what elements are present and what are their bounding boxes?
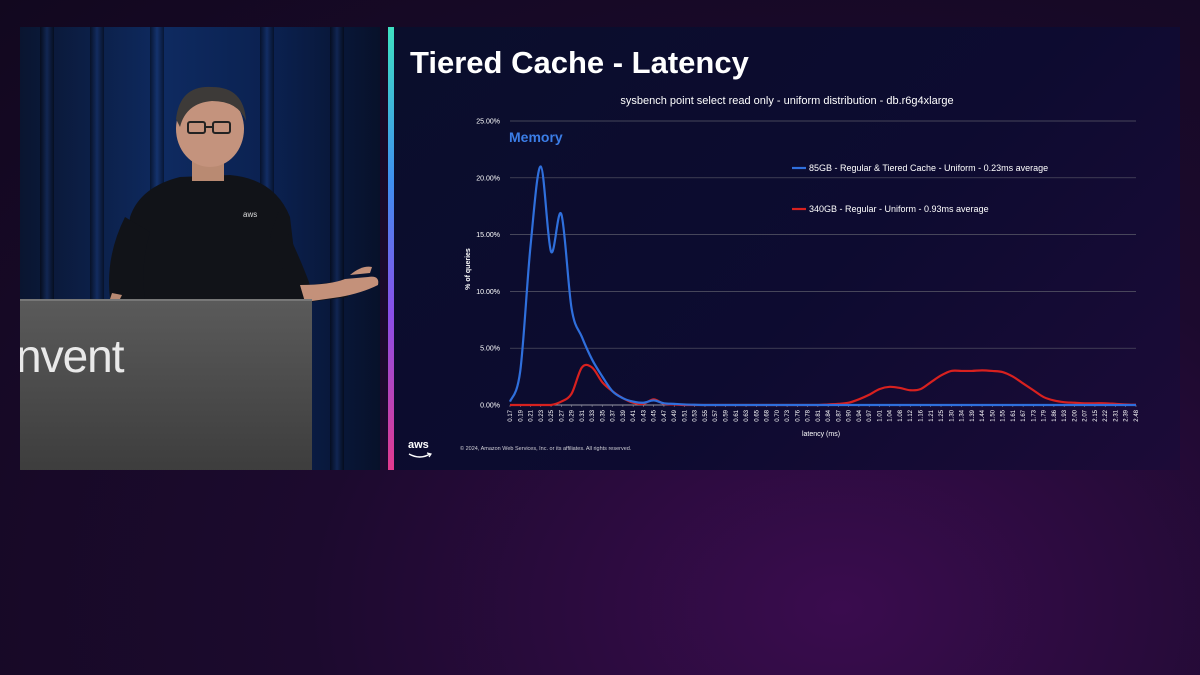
y-tick-label: 15.00%: [476, 232, 500, 239]
series-layer: [508, 165, 1137, 407]
chart-title: sysbench point select read only - unifor…: [620, 95, 954, 107]
x-axis-label: latency (ms): [802, 431, 840, 438]
latency-chart: 0.00%5.00%10.00%15.00%20.00%25.00% 0.17 0…: [465, 119, 1140, 439]
x-tick-label: 1.01: [877, 409, 883, 421]
x-tick-label: 0.57: [713, 409, 719, 421]
x-tick-label: 1.21: [929, 409, 935, 421]
x-tick-label: 1.12: [908, 409, 914, 421]
x-tick-label: 0.87: [836, 409, 842, 421]
x-tick-label: 1.08: [898, 409, 904, 421]
x-tick-label: 0.65: [754, 409, 760, 421]
x-tick-label: 2.39: [1124, 409, 1130, 421]
series-line-tiered-cache: [508, 165, 1136, 407]
legend-label: 340GB - Regular - Uniform - 0.93ms avera…: [809, 204, 989, 214]
x-tick-label: 0.35: [600, 409, 606, 421]
x-tick-label: 0.17: [508, 409, 514, 421]
x-tick-label: 1.44: [980, 409, 986, 421]
copyright-text: © 2024, Amazon Web Services, Inc. or its…: [460, 446, 632, 452]
x-tick-label: 0.94: [857, 409, 863, 421]
x-tick-label: 2.00: [1072, 409, 1078, 421]
svg-text:aws: aws: [243, 210, 257, 219]
x-tick-label: 1.25: [939, 409, 945, 421]
x-tick-label: 2.07: [1083, 409, 1089, 421]
x-tick-label: 0.51: [682, 409, 688, 421]
series-line-regular: [509, 363, 1137, 407]
x-tick-label: 1.61: [1011, 409, 1017, 421]
x-tick-label: 0.68: [765, 409, 771, 421]
x-tick-label: 0.23: [539, 409, 545, 421]
x-tick-label: 0.84: [826, 409, 832, 421]
x-tick-label: 0.70: [775, 409, 781, 421]
x-tick-label: 2.31: [1113, 409, 1119, 421]
y-axis-label: % of queries: [465, 248, 472, 290]
x-tick-label: 0.73: [785, 409, 791, 421]
x-tick-label: 1.93: [1062, 409, 1068, 421]
x-tick-label: 0.29: [570, 409, 576, 421]
x-tick-label: 1.50: [990, 409, 996, 421]
y-tick-layer: 0.00% 5.00% 10.00% 15.00% 20.00% 25.00%: [476, 119, 500, 410]
x-tick-layer: 0.17 0.19 0.21 0.23 0.25 0.27 0.29 0.31 0.33 0.35…: [508, 405, 1140, 422]
x-tick-label: 0.63: [744, 409, 750, 421]
y-tick-label: 0.00%: [480, 403, 500, 410]
x-tick-label: 0.47: [662, 409, 668, 421]
speaker-figure: aws: [109, 86, 379, 303]
x-tick-label: 1.16: [918, 409, 924, 421]
x-tick-label: 0.90: [847, 409, 853, 421]
x-tick-label: 2.48: [1134, 409, 1140, 421]
legend-label: 85GB - Regular & Tiered Cache - Uniform …: [809, 163, 1048, 173]
x-tick-label: 0.61: [734, 409, 740, 421]
x-tick-label: 0.45: [652, 409, 658, 421]
x-tick-label: 1.86: [1052, 409, 1058, 421]
aws-smile-icon: [408, 452, 432, 458]
x-tick-label: 0.53: [693, 409, 699, 421]
x-tick-label: 0.59: [724, 409, 730, 421]
x-tick-label: 0.49: [672, 409, 678, 421]
x-tick-label: 1.55: [1001, 409, 1007, 421]
x-tick-label: 0.41: [631, 409, 637, 421]
slide-title: Tiered Cache - Latency: [410, 45, 749, 80]
x-tick-label: 0.76: [795, 409, 801, 421]
slide: Tiered Cache - Latency sysbench point se…: [394, 27, 1180, 470]
x-tick-label: 1.34: [960, 409, 966, 421]
x-tick-label: 0.55: [703, 409, 709, 421]
x-tick-label: 0.27: [559, 409, 565, 421]
x-tick-label: 0.43: [641, 409, 647, 421]
x-tick-label: 1.73: [1031, 409, 1037, 421]
x-tick-label: 0.78: [806, 409, 812, 421]
legend-layer: 85GB - Regular & Tiered Cache - Uniform …: [792, 163, 1048, 214]
x-tick-label: 1.30: [949, 409, 955, 421]
x-tick-label: 0.33: [590, 409, 596, 421]
x-tick-label: 0.37: [611, 409, 617, 421]
x-tick-label: 0.19: [518, 409, 524, 421]
y-tick-label: 20.00%: [476, 175, 500, 182]
y-tick-label: 25.00%: [476, 119, 500, 126]
y-tick-label: 5.00%: [480, 346, 500, 353]
x-tick-label: 2.22: [1103, 409, 1109, 421]
speaker-video: aws nvent: [20, 27, 380, 470]
podium-text: nvent: [20, 330, 125, 382]
x-tick-label: 0.81: [816, 409, 822, 421]
x-tick-label: 1.67: [1021, 409, 1027, 421]
x-tick-label: 0.97: [867, 409, 873, 421]
x-tick-label: 2.15: [1093, 409, 1099, 421]
x-tick-label: 0.21: [529, 409, 535, 421]
x-tick-label: 0.25: [549, 409, 555, 421]
slide-accent-bar: [388, 27, 394, 470]
memory-annotation: Memory: [509, 129, 563, 145]
y-tick-label: 10.00%: [476, 289, 500, 296]
x-tick-label: 0.31: [580, 409, 586, 421]
aws-logo: aws: [408, 439, 429, 451]
x-tick-label: 1.39: [970, 409, 976, 421]
x-tick-label: 1.04: [888, 409, 894, 421]
podium: nvent: [20, 299, 312, 470]
x-tick-label: 0.39: [621, 409, 627, 421]
x-tick-label: 1.79: [1042, 409, 1048, 421]
curtain-fold: [330, 27, 344, 470]
